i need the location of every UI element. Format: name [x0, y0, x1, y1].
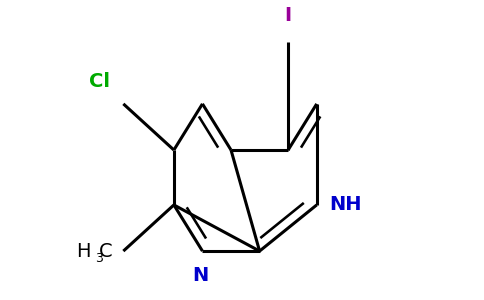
- Text: 3: 3: [95, 253, 103, 266]
- Text: NH: NH: [329, 195, 362, 214]
- Text: N: N: [192, 266, 209, 285]
- Text: I: I: [285, 7, 292, 26]
- Text: Cl: Cl: [89, 72, 110, 92]
- Text: H: H: [76, 242, 91, 261]
- Text: C: C: [99, 242, 112, 261]
